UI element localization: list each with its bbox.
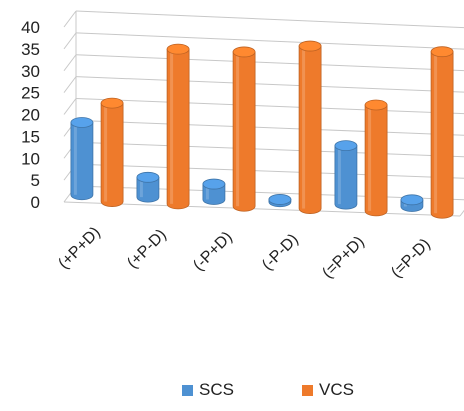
bar-vcs-5 xyxy=(430,46,454,219)
x-category-label: (-P-D) xyxy=(259,231,302,274)
bar-vcs-0 xyxy=(100,97,124,207)
legend: SCS VCS xyxy=(0,380,464,404)
y-tick-label: 40 xyxy=(21,18,40,37)
bar-vcs-2 xyxy=(232,46,256,212)
x-category-label: (-P+D) xyxy=(190,229,236,275)
y-tick-label: 5 xyxy=(31,171,40,190)
x-category-label: (+P+D) xyxy=(55,224,103,272)
legend-item-vcs: VCS xyxy=(302,380,354,400)
x-category-label: (=P+D) xyxy=(319,233,367,281)
legend-item-scs: SCS xyxy=(182,380,234,400)
bar-scs-3 xyxy=(268,194,292,208)
bars xyxy=(70,40,454,219)
bar-scs-0 xyxy=(70,117,94,201)
bar-vcs-3 xyxy=(298,40,322,214)
legend-label-scs: SCS xyxy=(199,380,234,399)
legend-label-vcs: VCS xyxy=(319,380,354,399)
legend-swatch-vcs xyxy=(302,384,313,396)
y-axis-ticks: 0 5 10 15 20 25 30 35 40 xyxy=(21,18,40,212)
x-category-label: (+P-D) xyxy=(124,226,170,272)
y-tick-label: 30 xyxy=(21,62,40,81)
bar-scs-1 xyxy=(136,171,160,203)
bar-vcs-4 xyxy=(364,99,388,217)
bar-vcs-1 xyxy=(166,43,190,210)
bar-scs-2 xyxy=(202,178,226,205)
y-tick-label: 25 xyxy=(21,84,40,103)
y-tick-label: 0 xyxy=(31,193,40,212)
legend-swatch-scs xyxy=(182,384,193,396)
bar-scs-4 xyxy=(334,140,358,210)
y-tick-label: 35 xyxy=(21,40,40,59)
bar-scs-5 xyxy=(400,194,424,212)
y-tick-label: 10 xyxy=(21,149,40,168)
y-tick-label: 15 xyxy=(21,127,40,146)
x-axis-categories: (+P+D) (+P-D) (-P+D) (-P-D) (=P+D) (=P-D) xyxy=(55,224,433,282)
x-category-label: (=P-D) xyxy=(388,236,434,282)
grid-lines xyxy=(63,10,464,217)
y-tick-label: 20 xyxy=(21,106,40,125)
